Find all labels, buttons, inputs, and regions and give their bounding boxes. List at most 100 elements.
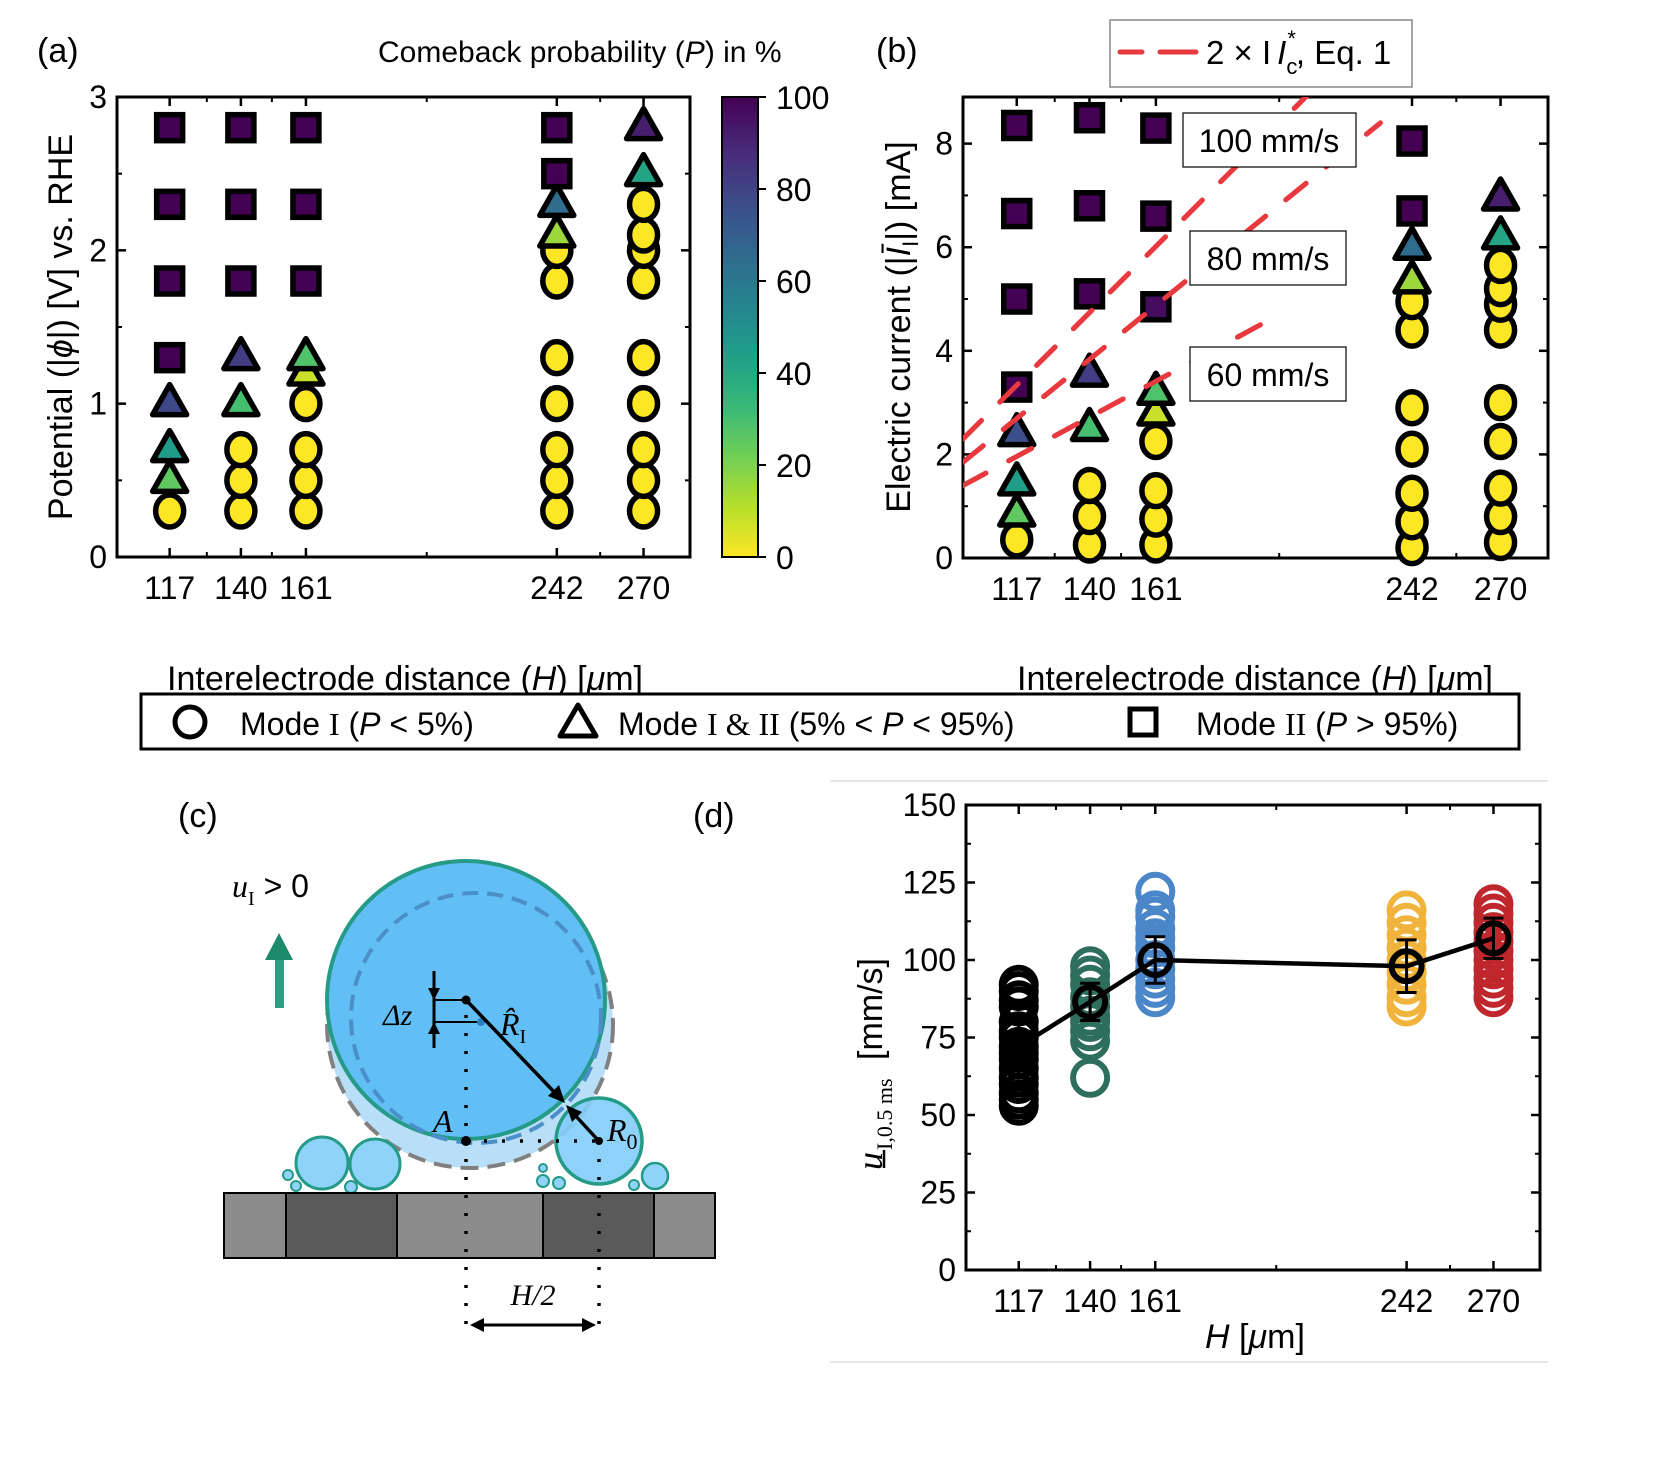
x-tick-label: 117 xyxy=(993,1283,1044,1319)
triangle-marker xyxy=(221,335,261,372)
circle-marker xyxy=(1483,246,1518,285)
mean-point xyxy=(1388,948,1425,985)
triangle-marker xyxy=(997,411,1037,448)
plot-d-frame xyxy=(964,803,1542,1272)
y-tick-label: 0 xyxy=(938,1252,956,1288)
y-tick-label: 2 xyxy=(89,232,107,268)
plot-b-x-ticks: 117 140 161 242 270 xyxy=(991,97,1527,607)
square-marker xyxy=(1001,197,1033,230)
y-tick-label: 0 xyxy=(89,539,107,575)
arrowhead-icon xyxy=(548,1085,565,1103)
legend-mode-1: Mode I (P < 5%) xyxy=(240,706,474,742)
tiny-bubble xyxy=(640,1161,670,1191)
r-hat-arrow xyxy=(466,1000,560,1098)
triangle-marker xyxy=(537,182,577,219)
y-tick-label: 50 xyxy=(920,1097,956,1133)
panel-d: (d) 0 25 50 75 100 125 150 117 140 161 242 270 u I… xyxy=(693,780,1548,1363)
square-marker xyxy=(153,188,186,221)
circle-marker xyxy=(1072,497,1107,536)
sample-point-161 xyxy=(1135,871,1176,912)
x-tick-label: 242 xyxy=(530,570,583,606)
square-marker xyxy=(225,188,257,221)
circle-marker xyxy=(540,430,574,469)
colorbar-title: Comeback probability (P) in % xyxy=(378,36,782,69)
sample-point-270 xyxy=(1473,977,1514,1018)
tiny-bubble xyxy=(348,1137,402,1191)
circle-marker xyxy=(626,338,661,377)
tiny-bubble xyxy=(628,1179,640,1191)
x-tick-label: 161 xyxy=(1129,571,1182,607)
legend-circle-icon xyxy=(172,704,208,740)
colorbar xyxy=(721,96,759,558)
panel-label-b: (b) xyxy=(876,32,918,70)
triangle-marker xyxy=(221,381,261,418)
svg-text:u: u xyxy=(850,1152,890,1170)
plot-a-x-ticks: 117 140 161 242 270 xyxy=(144,97,670,606)
x-tick-label: 161 xyxy=(1129,1283,1182,1319)
colorbar-tick-label: 20 xyxy=(776,448,812,484)
triangle-marker xyxy=(286,335,326,372)
colorbar-ticks: 0 20 40 60 80 100 xyxy=(758,80,829,576)
sample-point-140 xyxy=(1070,1057,1111,1098)
y-tick-label: 0 xyxy=(935,540,953,576)
circle-marker xyxy=(1072,466,1107,505)
circle-marker xyxy=(626,430,661,469)
circle-marker xyxy=(289,492,323,530)
triangle-marker xyxy=(997,492,1037,528)
shared-legend: Mode I (P < 5%) Mode I & II (5% < P < 95… xyxy=(139,692,1521,751)
square-marker xyxy=(153,265,186,297)
colorbar-tick-label: 40 xyxy=(776,356,812,392)
square-marker xyxy=(1396,195,1428,227)
plot-d-x-ticks: 117 140 161 242 270 xyxy=(993,805,1520,1319)
reference-line-overlay xyxy=(963,317,1273,488)
circle-marker xyxy=(626,461,661,500)
arrowhead-icon xyxy=(566,1105,582,1122)
colorbar-tick-label: 60 xyxy=(776,264,812,300)
mean-point xyxy=(1137,942,1174,978)
circle-marker xyxy=(1139,471,1173,510)
circle-marker xyxy=(1483,469,1518,507)
circle-marker xyxy=(626,384,661,423)
x-tick-label: 140 xyxy=(1063,571,1116,607)
circle-marker xyxy=(289,430,323,469)
triangle-marker xyxy=(623,151,664,188)
x-tick-label: 242 xyxy=(1380,1283,1433,1319)
annotation-60: 60 mm/s xyxy=(1189,346,1347,402)
triangle-marker xyxy=(149,427,190,464)
panel-a: (a) Comeback probability (P) in % 0 1 2 3 1… xyxy=(37,32,829,698)
y-tick-label: 100 xyxy=(903,942,956,978)
legend-mode-1-2: Mode I & II (5% < P < 95%) xyxy=(618,706,1015,742)
circle-marker xyxy=(1395,474,1429,513)
circle-marker xyxy=(1395,430,1429,468)
point-a-dot xyxy=(461,1136,471,1146)
r0-center-dot xyxy=(595,1137,603,1145)
plot-d-ylabel: u I,0.5 ms [mm/s] xyxy=(850,958,897,1170)
circle-marker xyxy=(540,461,574,500)
circle-marker xyxy=(540,338,574,377)
legend-square-icon xyxy=(1127,706,1159,738)
delta-z-label: Δz xyxy=(382,999,413,1032)
r-hat-label: R̂I xyxy=(499,1006,526,1048)
triangle-marker xyxy=(149,458,190,495)
triangle-marker xyxy=(1069,406,1110,443)
tiny-bubble xyxy=(294,1135,350,1191)
circle-marker xyxy=(1139,422,1173,461)
triangle-marker xyxy=(1392,259,1432,295)
legend-triangle-icon xyxy=(557,702,599,739)
panel-label-d: (d) xyxy=(693,797,735,835)
triangle-marker xyxy=(537,213,577,249)
circle-marker xyxy=(224,492,258,530)
velocity-label: uI > 0 xyxy=(232,868,309,910)
svg-text:[mm/s]: [mm/s] xyxy=(852,958,890,1060)
circle-marker xyxy=(626,262,661,300)
colorbar-tick-label: 80 xyxy=(776,172,812,208)
annotation-80-label: 80 mm/s xyxy=(1207,241,1330,277)
square-marker xyxy=(1073,190,1106,222)
plot-b-points xyxy=(997,101,1521,567)
x-tick-label: 242 xyxy=(1385,571,1438,607)
square-marker xyxy=(153,341,186,374)
y-tick-label: 6 xyxy=(935,229,953,265)
plot-b-frame xyxy=(961,95,1550,560)
y-tick-label: 125 xyxy=(903,865,956,901)
